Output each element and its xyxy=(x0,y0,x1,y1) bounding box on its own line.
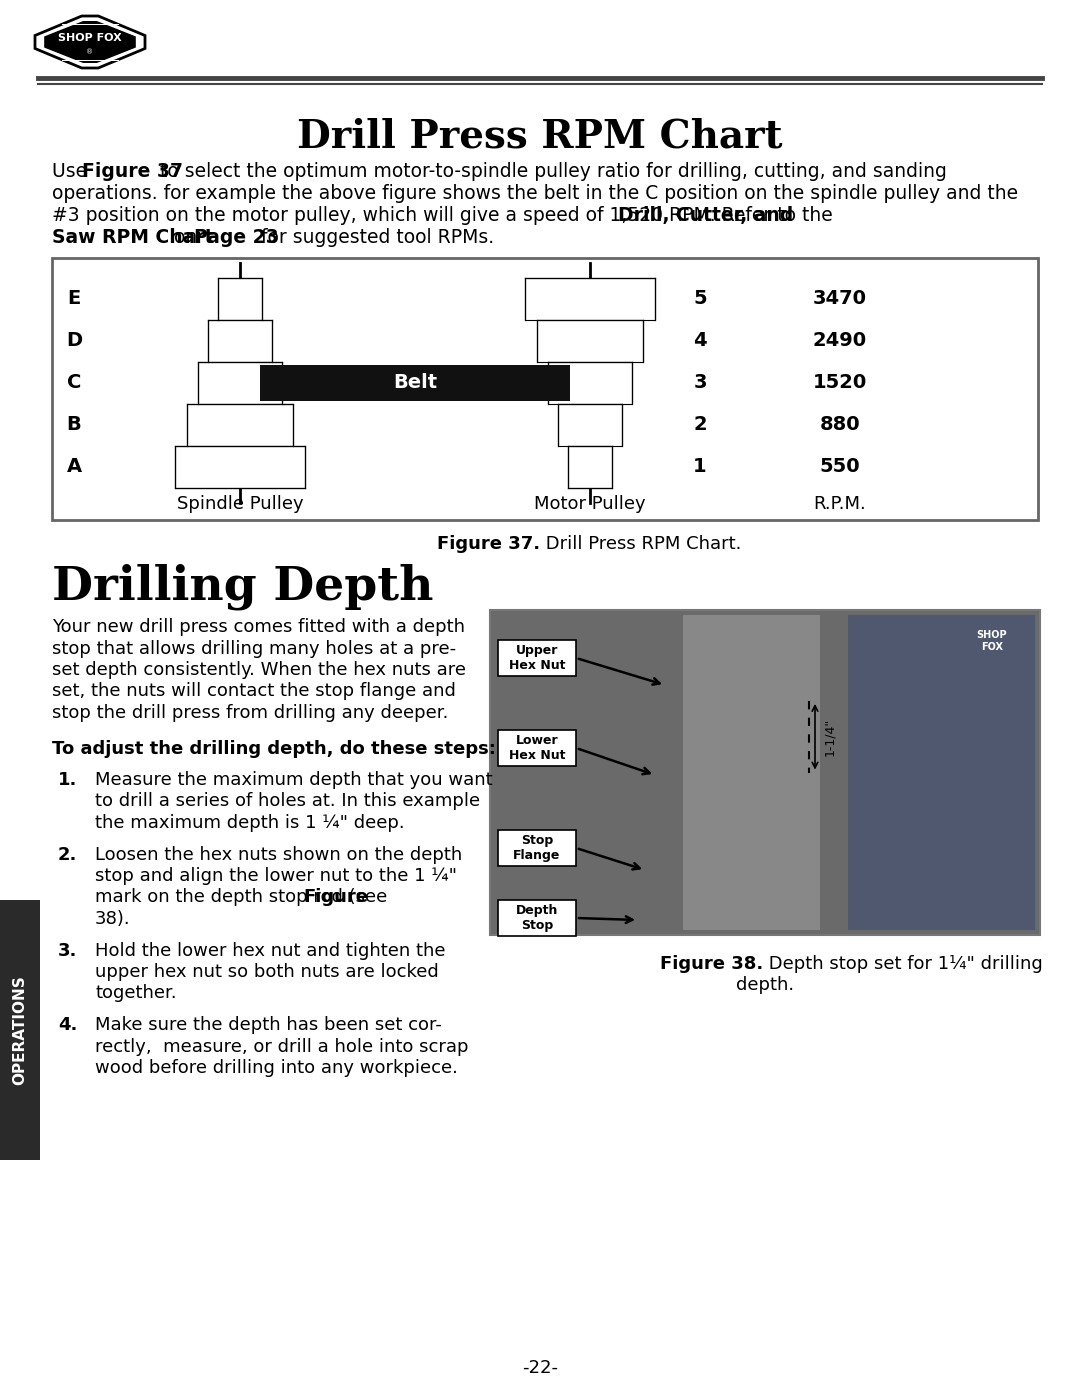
Text: ®: ® xyxy=(86,49,94,54)
Text: A: A xyxy=(67,457,82,476)
Text: 1.: 1. xyxy=(58,771,78,789)
Bar xyxy=(0,900,40,1160)
Text: 5: 5 xyxy=(693,289,706,309)
Text: E: E xyxy=(67,289,81,309)
Text: the maximum depth is 1 ¼" deep.: the maximum depth is 1 ¼" deep. xyxy=(95,814,405,833)
Text: rectly,  measure, or drill a hole into scrap: rectly, measure, or drill a hole into sc… xyxy=(95,1038,469,1056)
Text: FOX: FOX xyxy=(981,643,1003,652)
Bar xyxy=(525,278,654,320)
Polygon shape xyxy=(35,15,145,68)
Text: operations. for example the above figure shows the belt in the C position on the: operations. for example the above figure… xyxy=(52,184,1018,203)
Text: Loosen the hex nuts shown on the depth: Loosen the hex nuts shown on the depth xyxy=(95,845,462,863)
Text: 4: 4 xyxy=(693,331,706,351)
Bar xyxy=(558,404,622,446)
Text: 3: 3 xyxy=(693,373,706,393)
Text: upper hex nut so both nuts are locked: upper hex nut so both nuts are locked xyxy=(95,963,438,981)
Text: stop and align the lower nut to the 1 ¼": stop and align the lower nut to the 1 ¼" xyxy=(95,868,457,886)
Text: on: on xyxy=(168,228,203,247)
Text: Belt: Belt xyxy=(393,373,437,393)
Text: Saw RPM Chart: Saw RPM Chart xyxy=(52,228,214,247)
Bar xyxy=(848,615,1035,930)
Text: 1520: 1520 xyxy=(813,373,867,393)
Text: R.P.M.: R.P.M. xyxy=(813,495,866,513)
Text: 4.: 4. xyxy=(58,1016,78,1034)
Text: Make sure the depth has been set cor-: Make sure the depth has been set cor- xyxy=(95,1016,442,1034)
Bar xyxy=(260,365,570,401)
Text: #3 position on the motor pulley, which will give a speed of 1,520 RPM. Refer to : #3 position on the motor pulley, which w… xyxy=(52,205,839,225)
Text: 38).: 38). xyxy=(95,909,131,928)
Text: Motor Pulley: Motor Pulley xyxy=(535,495,646,513)
Bar xyxy=(548,362,632,404)
Bar xyxy=(52,258,1038,520)
Bar xyxy=(498,900,576,936)
Text: SHOP: SHOP xyxy=(976,630,1008,640)
Text: 1: 1 xyxy=(693,457,706,476)
Polygon shape xyxy=(45,22,135,63)
Bar xyxy=(498,830,576,866)
Text: Lower
Hex Nut: Lower Hex Nut xyxy=(509,733,565,761)
Text: 3470: 3470 xyxy=(813,289,867,309)
Bar xyxy=(498,640,576,676)
Text: C: C xyxy=(67,373,81,393)
Bar xyxy=(683,615,820,930)
Bar xyxy=(218,278,262,320)
Text: Use: Use xyxy=(52,162,93,182)
Text: Drilling Depth: Drilling Depth xyxy=(52,563,433,609)
Text: Figure 37.: Figure 37. xyxy=(437,535,540,553)
Text: Hold the lower hex nut and tighten the: Hold the lower hex nut and tighten the xyxy=(95,942,446,960)
Bar xyxy=(187,404,293,446)
Bar xyxy=(198,362,282,404)
Text: to select the optimum motor-to-spindle pulley ratio for drilling, cutting, and s: to select the optimum motor-to-spindle p… xyxy=(154,162,947,182)
Text: Stop
Flange: Stop Flange xyxy=(513,834,561,862)
Text: Drill, Cutter, and: Drill, Cutter, and xyxy=(619,205,794,225)
Text: depth.: depth. xyxy=(735,977,794,995)
Bar xyxy=(208,320,272,362)
Text: stop that allows drilling many holes at a pre-: stop that allows drilling many holes at … xyxy=(52,640,456,658)
Text: 550: 550 xyxy=(820,457,861,476)
Text: Figure 37: Figure 37 xyxy=(82,162,183,182)
Text: Page 23: Page 23 xyxy=(193,228,279,247)
Text: To adjust the drilling depth, do these steps:: To adjust the drilling depth, do these s… xyxy=(52,739,496,757)
Text: stop the drill press from drilling any deeper.: stop the drill press from drilling any d… xyxy=(52,704,448,722)
Text: Drill Press RPM Chart: Drill Press RPM Chart xyxy=(297,117,783,156)
Text: 2490: 2490 xyxy=(813,331,867,351)
Text: 880: 880 xyxy=(820,415,861,434)
Text: Your new drill press comes fitted with a depth: Your new drill press comes fitted with a… xyxy=(52,617,465,636)
Text: set depth consistently. When the hex nuts are: set depth consistently. When the hex nut… xyxy=(52,661,465,679)
Text: Depth
Stop: Depth Stop xyxy=(516,904,558,932)
Text: Upper
Hex Nut: Upper Hex Nut xyxy=(509,644,565,672)
Text: 1-1/4": 1-1/4" xyxy=(823,718,836,756)
Text: together.: together. xyxy=(95,985,177,1003)
Text: wood before drilling into any workpiece.: wood before drilling into any workpiece. xyxy=(95,1059,458,1077)
Text: Figure: Figure xyxy=(303,888,368,907)
Text: Depth stop set for 1¹⁄₄" drilling: Depth stop set for 1¹⁄₄" drilling xyxy=(762,956,1043,972)
Text: OPERATIONS: OPERATIONS xyxy=(13,975,27,1085)
Text: to drill a series of holes at. In this example: to drill a series of holes at. In this e… xyxy=(95,792,481,810)
Text: B: B xyxy=(67,415,81,434)
Bar xyxy=(568,446,612,488)
Text: Spindle Pulley: Spindle Pulley xyxy=(177,495,303,513)
Bar xyxy=(490,610,1040,935)
Text: SHOP FOX: SHOP FOX xyxy=(58,34,122,43)
Bar xyxy=(537,320,643,362)
Text: mark on the depth stop rod (see: mark on the depth stop rod (see xyxy=(95,888,393,907)
Text: 2: 2 xyxy=(693,415,706,434)
Text: Drill Press RPM Chart.: Drill Press RPM Chart. xyxy=(540,535,741,553)
Text: set, the nuts will contact the stop flange and: set, the nuts will contact the stop flan… xyxy=(52,683,456,700)
Bar xyxy=(175,446,305,488)
Text: -22-: -22- xyxy=(522,1359,558,1377)
Text: for suggested tool RPMs.: for suggested tool RPMs. xyxy=(255,228,494,247)
Bar xyxy=(498,731,576,766)
Text: 3.: 3. xyxy=(58,942,78,960)
Text: Measure the maximum depth that you want: Measure the maximum depth that you want xyxy=(95,771,492,789)
Text: 2.: 2. xyxy=(58,845,78,863)
Text: D: D xyxy=(66,331,82,351)
Text: Figure 38.: Figure 38. xyxy=(660,956,762,972)
